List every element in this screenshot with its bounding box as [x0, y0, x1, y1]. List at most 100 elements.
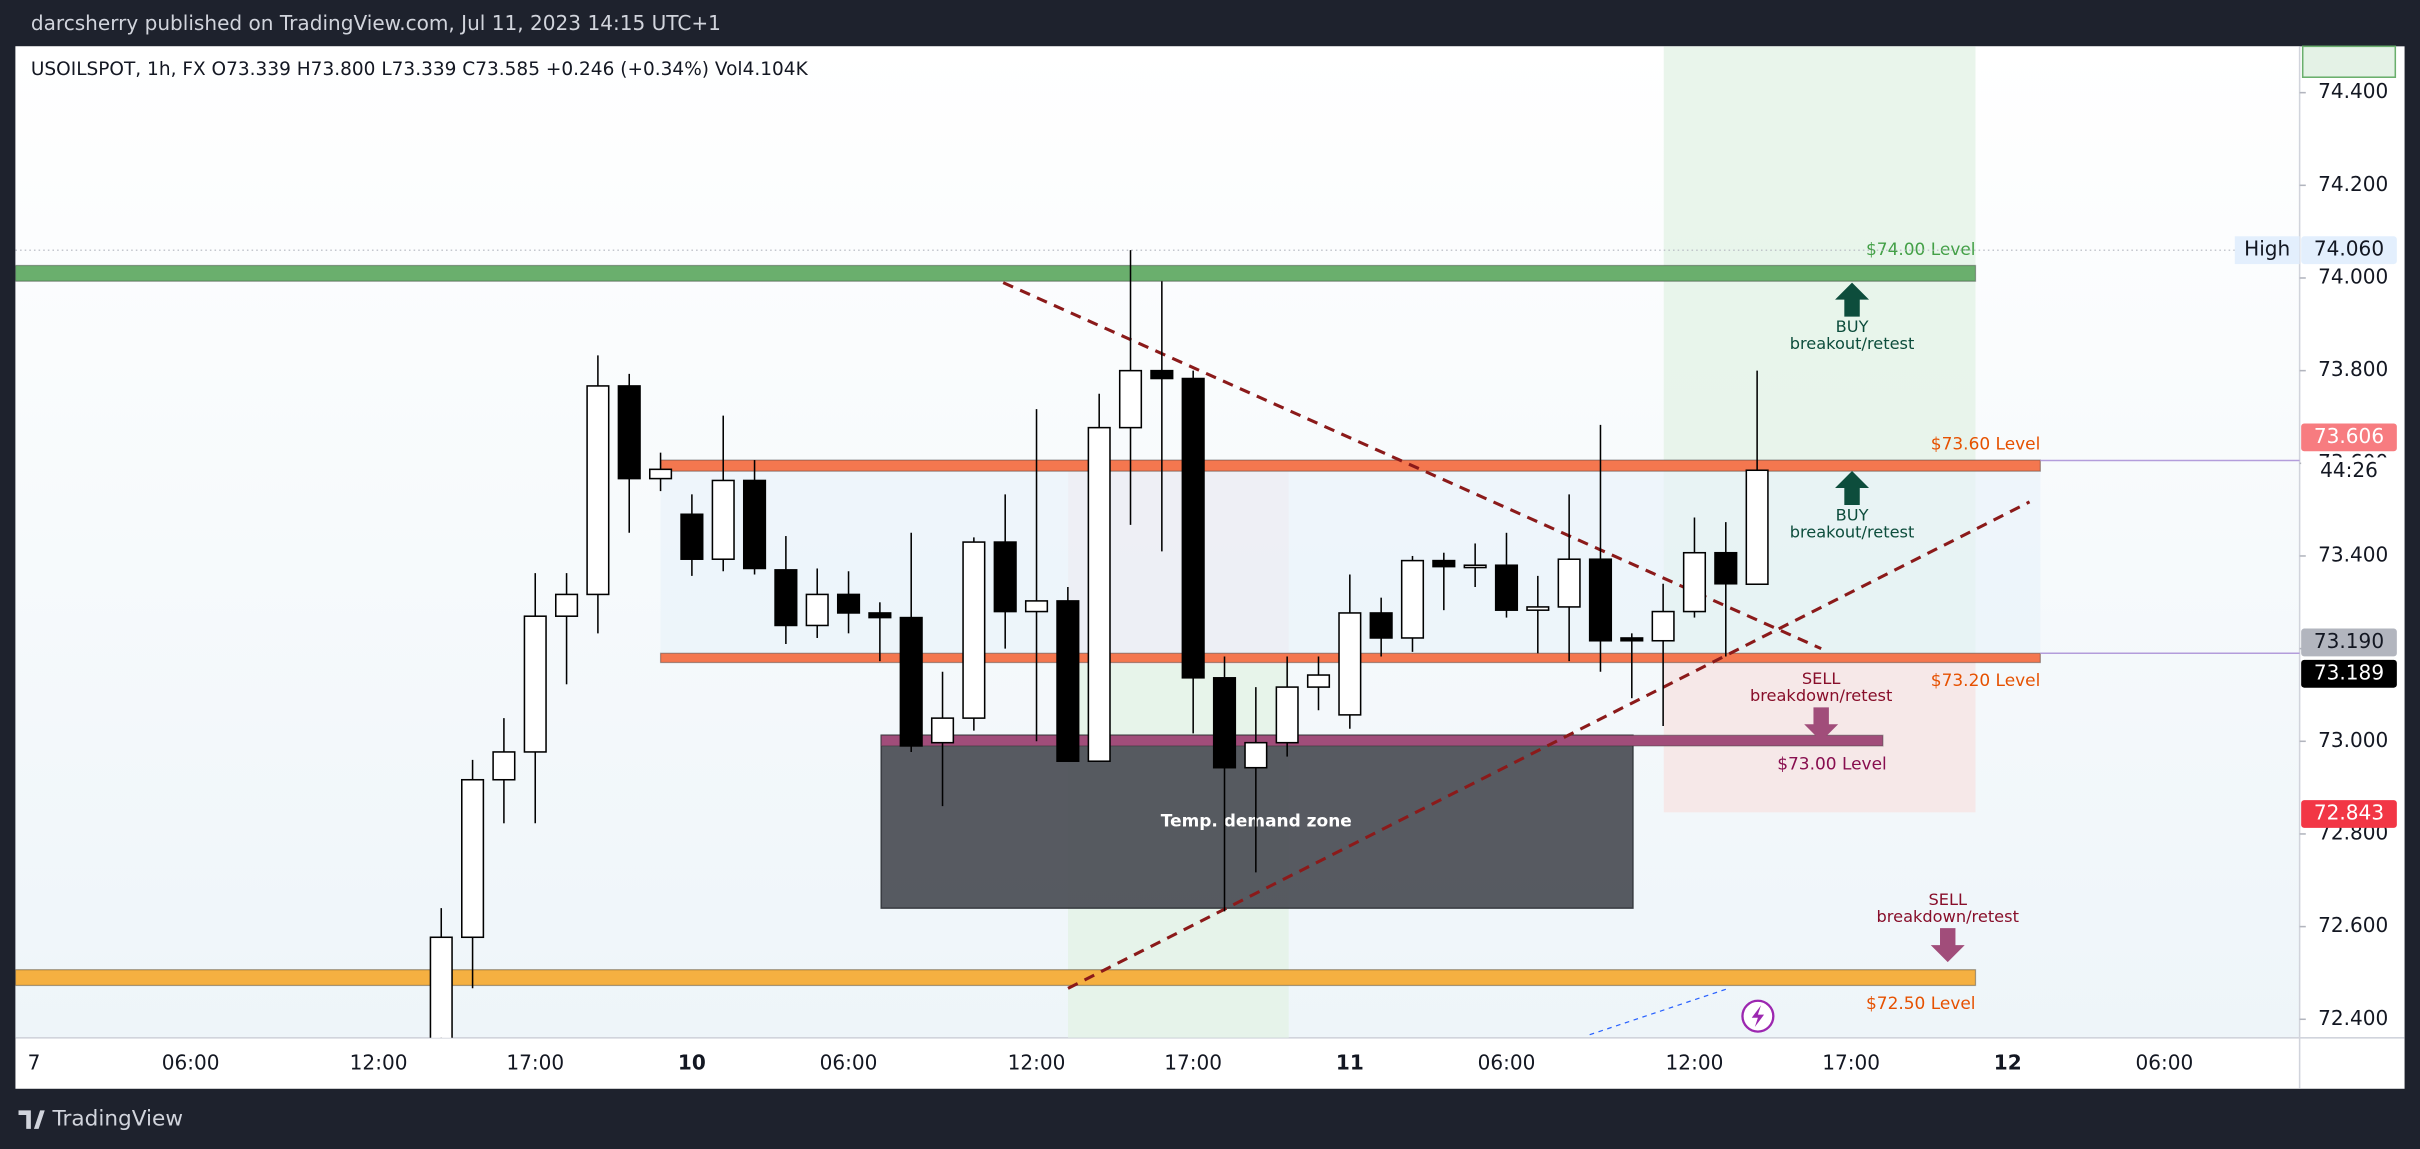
- x-tick-label: 12:00: [1008, 1051, 1066, 1075]
- candle-body: [742, 479, 767, 570]
- candle-body: [1212, 677, 1237, 769]
- signal-label: SELL: [1928, 890, 1967, 909]
- candle-body: [1432, 559, 1456, 568]
- candle-body: [554, 593, 579, 617]
- level-label: $73.20 Level: [1931, 671, 2041, 691]
- x-tick-label: 06:00: [1478, 1051, 1536, 1075]
- header-text: darcsherry published on TradingView.com,…: [31, 11, 721, 35]
- price-tag: [2301, 236, 2397, 265]
- price-tag-label: 73.189: [2314, 660, 2384, 684]
- legend-text: USOILSPOT, 1h, FX O73.339 H73.800 L73.33…: [31, 59, 809, 80]
- signal-label: breakdown/retest: [1877, 907, 2019, 926]
- countdown-label: 44:26: [2320, 458, 2378, 482]
- level-label: $74.00 Level: [1866, 240, 1976, 260]
- candle-body: [868, 612, 892, 619]
- signal-label: BUY: [1836, 505, 1869, 524]
- high-tag-label: High: [2244, 237, 2290, 261]
- candle-body: [899, 616, 923, 747]
- x-tick-label: 06:00: [162, 1051, 220, 1075]
- price-tag: [2301, 659, 2397, 688]
- x-tick-label: 12:00: [350, 1051, 408, 1075]
- candle-body: [1620, 637, 1644, 642]
- y-tick-label: 74.000: [2318, 264, 2388, 288]
- x-tick-label: 17:00: [1822, 1051, 1880, 1075]
- level-label: $73.00 Level: [1777, 754, 1887, 774]
- y-tick-label: 74.400: [2318, 79, 2388, 103]
- x-tick-label: 10: [678, 1051, 706, 1075]
- x-tick-label: 17:00: [1164, 1051, 1222, 1075]
- candle-body: [461, 778, 485, 939]
- candle-body: [429, 936, 453, 1038]
- candle-body: [962, 541, 986, 719]
- x-tick-label: 7: [28, 1051, 41, 1075]
- candle-body: [1181, 377, 1205, 679]
- candle-body: [1588, 558, 1613, 642]
- x-tick-label: 12: [1994, 1051, 2022, 1075]
- candle-body: [1745, 469, 1769, 586]
- level-zone: [15, 264, 1977, 282]
- price-tag: [2301, 800, 2397, 828]
- candle-body: [993, 541, 1017, 613]
- x-tick-label: 06:00: [820, 1051, 878, 1075]
- level-label: $73.60 Level: [1931, 435, 2041, 455]
- price-tag-label: 74.060: [2314, 237, 2384, 261]
- signal-label: breakout/retest: [1790, 522, 1915, 541]
- axes: 72.40072.60072.80073.00073.20073.40073.6…: [28, 45, 2397, 1075]
- candle-body: [1369, 612, 1393, 639]
- candle-body: [648, 468, 673, 480]
- y-tick-label: 73.400: [2318, 542, 2388, 566]
- price-tag-label: 73.190: [2314, 629, 2384, 653]
- footer-brand: TradingView: [51, 1107, 183, 1132]
- candle-body: [586, 385, 610, 596]
- candle-body: [711, 479, 735, 560]
- candle-body: [1463, 564, 1487, 569]
- x-tick-label: 12:00: [1666, 1051, 1724, 1075]
- arrow-down: [1804, 707, 1839, 742]
- plot: Temp. demand zone$74.00 Level$73.60 Leve…: [15, 46, 2300, 1038]
- level-zone: [659, 459, 2041, 472]
- candle-body: [523, 615, 547, 753]
- candle-body: [1494, 564, 1519, 611]
- price-tag: [2301, 628, 2397, 657]
- candle-body: [930, 717, 955, 744]
- candle-body: [1244, 741, 1268, 769]
- candle-body: [774, 569, 798, 627]
- candle-body: [1682, 551, 1707, 613]
- candle-body: [1714, 551, 1738, 585]
- x-tick-label: 06:00: [2136, 1051, 2194, 1075]
- event-icon-bolt: [1751, 1005, 1765, 1027]
- projection-line: [1589, 987, 1729, 1036]
- candle-body: [1651, 610, 1675, 642]
- y-tick-label: 73.000: [2318, 728, 2388, 752]
- high-tag: [2234, 236, 2300, 265]
- candle-body: [1056, 600, 1080, 762]
- candle-body: [1400, 559, 1425, 639]
- price-tag-label: 72.843: [2314, 801, 2384, 825]
- candle-body: [805, 593, 829, 627]
- candle-body: [1275, 686, 1299, 744]
- footer-logo: [18, 1110, 45, 1129]
- y-tick-label: 73.800: [2318, 357, 2388, 381]
- y-tick-label: 74.200: [2318, 172, 2388, 196]
- signal-label: BUY: [1836, 317, 1869, 336]
- candle-body: [680, 513, 704, 560]
- price-tag: [2301, 423, 2397, 452]
- candle-body: [617, 385, 641, 480]
- candle-body: [1557, 558, 1581, 608]
- x-tick-label: 11: [1336, 1051, 1364, 1075]
- arrow-up: [1835, 282, 1870, 317]
- countdown-tag: [2301, 457, 2397, 486]
- candle-body: [1024, 600, 1049, 613]
- candle-body: [1118, 369, 1143, 429]
- candle-body: [1338, 612, 1362, 716]
- candle-body: [836, 593, 861, 614]
- signal-label: breakdown/retest: [1750, 686, 1892, 705]
- candle-body: [1087, 426, 1111, 762]
- price-tag-label: 73.606: [2314, 424, 2384, 448]
- signal-label: breakout/retest: [1790, 334, 1915, 353]
- arrow-down: [1930, 928, 1965, 963]
- candle-body: [492, 751, 516, 781]
- level-label: $72.50 Level: [1866, 994, 1976, 1014]
